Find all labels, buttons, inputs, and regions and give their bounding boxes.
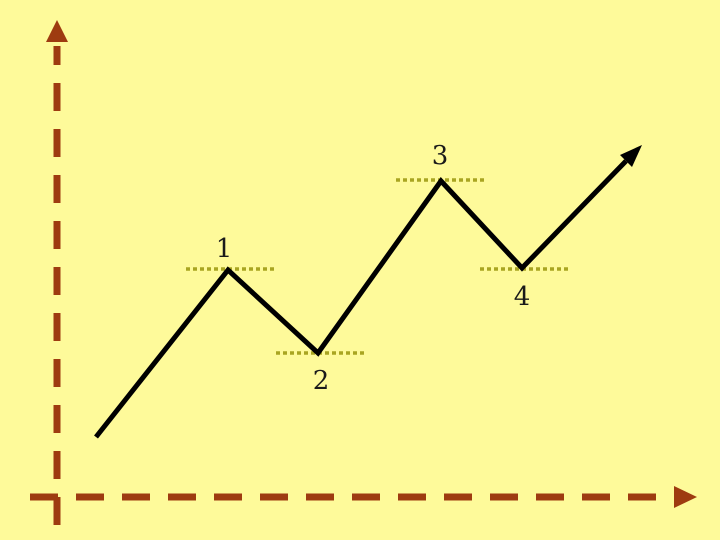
y-axis-arrowhead: [46, 20, 68, 42]
pivot-label-4: 4: [514, 282, 531, 312]
x-axis-arrowhead: [674, 486, 697, 508]
pivot-label-1: 1: [216, 234, 233, 264]
pivot-label-3: 3: [432, 141, 449, 171]
trend-arrowhead: [620, 145, 642, 167]
pivot-label-2: 2: [313, 366, 330, 396]
trend-line: [94, 159, 628, 439]
